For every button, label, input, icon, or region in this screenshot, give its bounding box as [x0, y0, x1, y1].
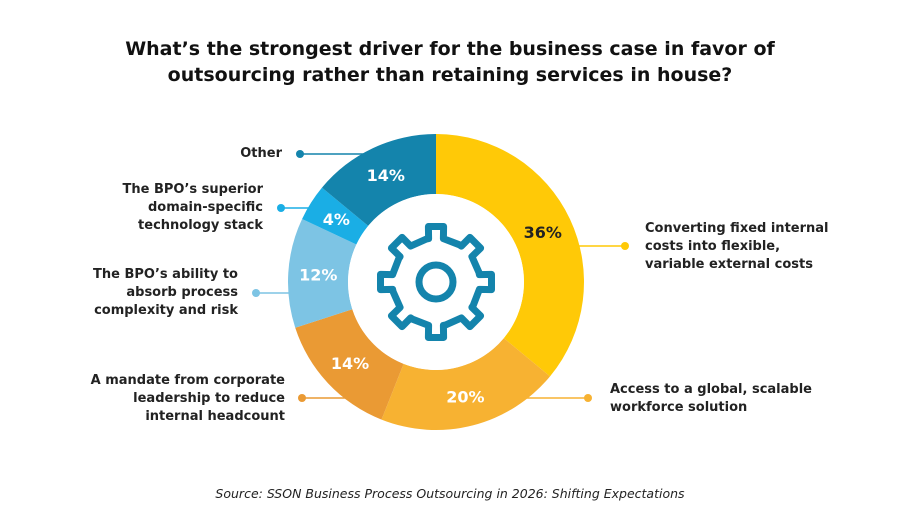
- slice-category-label: The BPO’s superior domain-specific technol…: [123, 181, 263, 235]
- leader-dot: [584, 394, 592, 402]
- label-line: technology stack: [138, 218, 263, 233]
- label-line: workforce solution: [610, 400, 748, 415]
- label-line: costs into flexible,: [645, 239, 781, 254]
- slice-category-label: Other: [240, 145, 282, 163]
- leader-dot: [296, 150, 304, 158]
- label-line: domain-specific: [147, 200, 263, 215]
- leader-dot: [252, 289, 260, 297]
- donut-slice: [321, 134, 436, 226]
- donut-slice: [287, 218, 357, 328]
- label-line: Converting fixed internal: [645, 221, 829, 236]
- chart-title: What’s the strongest driver for the busi…: [0, 36, 900, 88]
- slice-value-label: 4%: [323, 210, 350, 229]
- slice-category-label: Converting fixed internal costs into flex…: [645, 220, 829, 274]
- label-line: complexity and risk: [94, 303, 238, 318]
- label-line: The BPO’s ability to: [93, 267, 238, 282]
- slice-category-label: The BPO’s ability to absorb process comple…: [93, 266, 238, 320]
- label-line: internal headcount: [145, 409, 285, 424]
- slice-category-label: Access to a global, scalable workforce so…: [610, 381, 812, 417]
- title-line: What’s the strongest driver for the busi…: [125, 38, 775, 60]
- donut-slice: [302, 187, 369, 245]
- leader-dot: [277, 204, 285, 212]
- slice-value-label: 14%: [367, 166, 405, 185]
- donut-hole: [348, 194, 524, 370]
- slice-value-label: 12%: [299, 266, 337, 285]
- donut-slice: [381, 338, 551, 431]
- label-line: A mandate from corporate: [90, 373, 285, 388]
- slice-value-label: 20%: [446, 387, 484, 406]
- label-line: The BPO’s superior: [122, 182, 263, 197]
- leader-dot: [621, 242, 629, 250]
- slice-category-label: A mandate from corporate leadership to re…: [91, 372, 285, 426]
- source-note: Source: SSON Business Process Outsourcin…: [215, 486, 685, 501]
- label-line: variable external costs: [645, 257, 813, 272]
- donut-slice: [436, 134, 584, 377]
- donut-slice: [295, 309, 404, 420]
- leader-dot: [298, 394, 306, 402]
- label-line: Other: [240, 146, 282, 161]
- title-line: outsourcing rather than retaining servic…: [167, 64, 733, 86]
- slice-value-label: 36%: [524, 223, 562, 242]
- gear-icon: [377, 223, 495, 341]
- label-line: Access to a global, scalable: [610, 382, 812, 397]
- label-line: leadership to reduce: [133, 391, 285, 406]
- label-line: absorb process: [126, 285, 238, 300]
- slice-value-label: 14%: [331, 354, 369, 373]
